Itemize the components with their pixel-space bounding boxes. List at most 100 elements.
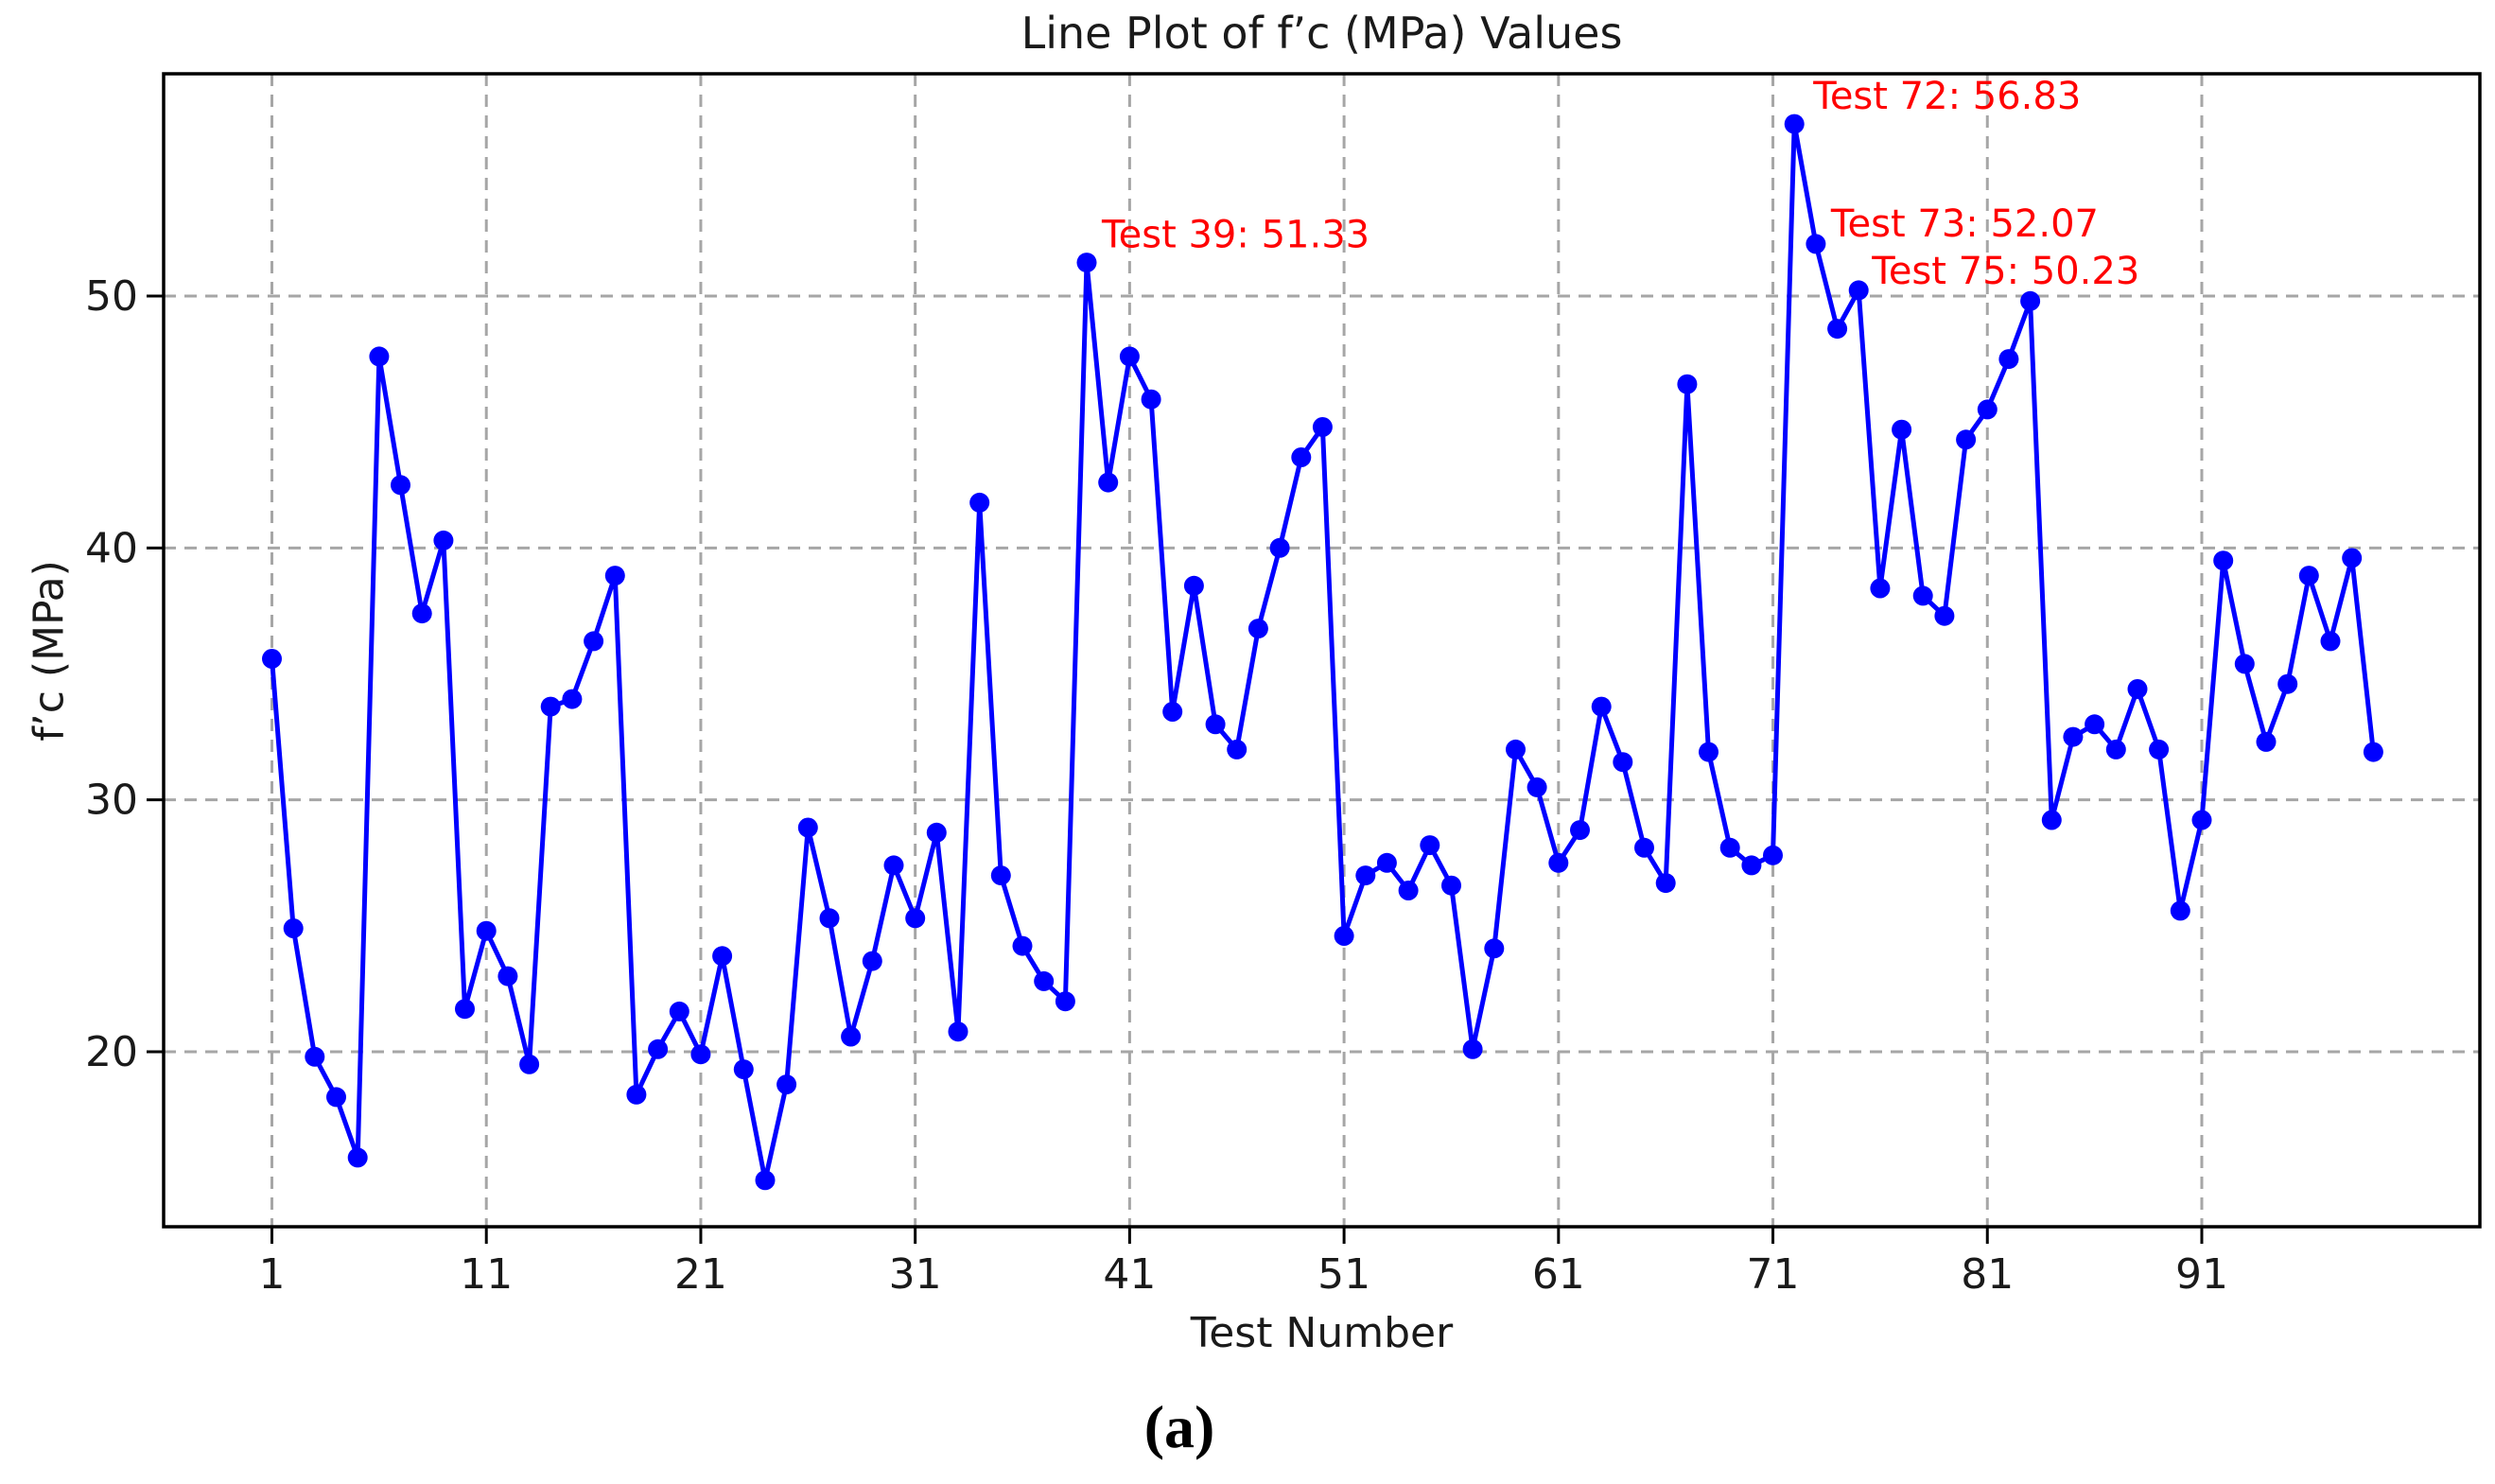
data-point [1484,938,1505,959]
y-tick-labels: 20 30 40 50 [85,272,138,1076]
y-axis-label: f’c (MPa) [25,560,74,742]
data-point [1420,835,1440,856]
data-point [305,1046,325,1067]
annotation-label: Test 75: 50.23 [1871,250,2139,293]
data-point [755,1170,776,1191]
data-point [1227,739,1248,759]
data-point [905,908,926,929]
data-markers [262,113,2383,1191]
data-point [1162,702,1183,722]
annotation-label: Test 73: 52.07 [1830,202,2099,246]
data-point [2320,631,2341,652]
data-point [2085,714,2105,735]
data-point [1699,742,1719,762]
data-point [926,822,947,843]
data-point [347,1147,368,1168]
data-point [883,855,904,876]
data-point [604,566,625,586]
data-point [1892,419,1912,440]
y-tick-label: 40 [85,524,138,572]
x-tick-label: 81 [1961,1250,2014,1299]
data-point [1977,399,1998,420]
data-point [391,475,410,496]
data-point [411,603,432,624]
x-tick-label: 71 [1747,1250,1800,1299]
data-point [1312,417,1333,437]
data-point [841,1026,862,1047]
data-point [1956,429,1977,450]
data-point [2170,900,2190,921]
data-point [1355,865,1376,886]
data-point [1098,472,1119,493]
data-point [990,865,1011,886]
annotations: Test 39: 51.33 Test 72: 56.83 Test 73: 52.… [1101,75,2139,293]
data-point [455,999,475,1020]
data-point [2020,290,2041,311]
y-tick-label: 30 [85,777,138,825]
y-tick-label: 50 [85,272,138,321]
data-point [283,918,304,938]
data-point [1441,875,1461,896]
data-point [1763,845,1783,865]
annotation-label: Test 39: 51.33 [1101,214,1370,257]
x-tick-label: 61 [1532,1250,1585,1299]
data-point [1076,253,1097,273]
data-point [1741,855,1762,876]
data-point [1655,873,1676,894]
data-point [1398,881,1419,900]
data-point [2191,810,2212,830]
data-point [969,492,990,513]
grid [164,74,2480,1227]
data-point [1870,578,1891,599]
data-point [1462,1039,1483,1059]
x-tick-label: 11 [460,1250,513,1299]
data-point [262,649,282,669]
data-point [1269,537,1290,558]
x-tick-label: 91 [2175,1250,2228,1299]
data-point [540,696,561,717]
data-point [1719,837,1740,858]
data-point [948,1021,968,1042]
y-tick-label: 20 [85,1028,138,1076]
data-point [1784,113,1805,134]
data-point [1248,619,1268,639]
data-point [1119,346,1140,367]
x-tick-label: 1 [259,1250,286,1299]
data-point [476,920,497,941]
data-point [776,1074,797,1095]
data-point [1183,575,1204,596]
x-tick-label: 21 [674,1250,727,1299]
data-point [733,1059,754,1080]
data-point [1848,280,1869,301]
data-point [626,1084,647,1105]
data-point [1912,585,1933,606]
data-point [326,1087,346,1108]
data-point [1376,852,1397,873]
data-point [1634,837,1654,858]
data-point [2234,654,2255,674]
data-point [648,1039,669,1059]
data-point [1591,696,1612,717]
data-point [1205,714,1226,735]
x-tick-label: 31 [889,1250,942,1299]
x-tick-labels: 1 11 21 31 41 51 61 71 81 91 [259,1250,2228,1299]
annotation-label: Test 72: 56.83 [1812,75,2081,118]
data-point [2298,566,2319,586]
data-point [433,530,454,550]
data-point [562,689,583,709]
data-point [690,1044,711,1065]
data-point [1934,605,1955,626]
data-point [1570,820,1590,841]
data-point [1141,389,1161,410]
x-tick-label: 51 [1317,1250,1370,1299]
data-point [862,951,882,971]
data-point [497,966,518,986]
plot-border [162,72,2482,1229]
data-point [1291,447,1312,467]
figure-caption: (a) [1143,1393,1215,1460]
data-point [2105,739,2126,759]
x-axis-label: Test Number [1190,1309,1454,1357]
tick-marks [147,294,2204,1244]
